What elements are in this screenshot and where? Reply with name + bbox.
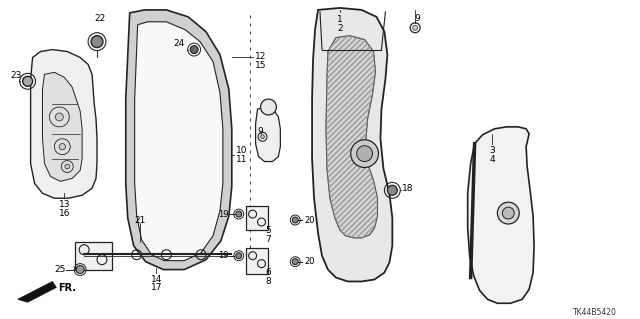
Polygon shape xyxy=(31,49,97,198)
Circle shape xyxy=(260,99,276,115)
Text: 14: 14 xyxy=(151,275,162,284)
Polygon shape xyxy=(468,127,534,303)
Polygon shape xyxy=(326,36,378,238)
Text: 24: 24 xyxy=(173,39,184,48)
Text: 22: 22 xyxy=(94,14,106,23)
Text: 2: 2 xyxy=(337,24,342,33)
Polygon shape xyxy=(134,22,223,261)
Circle shape xyxy=(76,266,84,274)
Text: 19: 19 xyxy=(218,210,229,219)
Text: 1: 1 xyxy=(337,15,342,24)
Circle shape xyxy=(502,207,515,219)
Text: 3: 3 xyxy=(490,146,495,155)
Text: 15: 15 xyxy=(255,61,266,70)
Text: FR.: FR. xyxy=(58,283,76,293)
Circle shape xyxy=(190,46,198,54)
Circle shape xyxy=(260,135,264,139)
Text: 8: 8 xyxy=(266,277,271,286)
Circle shape xyxy=(56,113,63,121)
Circle shape xyxy=(351,140,378,167)
Text: 4: 4 xyxy=(490,155,495,164)
Circle shape xyxy=(236,253,242,259)
Text: 18: 18 xyxy=(403,184,414,193)
Circle shape xyxy=(356,146,372,161)
Polygon shape xyxy=(246,248,268,274)
Polygon shape xyxy=(42,72,82,182)
Text: 19: 19 xyxy=(218,251,229,260)
Circle shape xyxy=(497,202,519,224)
Polygon shape xyxy=(75,242,112,270)
Polygon shape xyxy=(18,281,56,302)
Circle shape xyxy=(413,25,418,30)
Text: 20: 20 xyxy=(304,257,315,266)
Polygon shape xyxy=(255,107,280,161)
Text: 7: 7 xyxy=(266,235,271,244)
Text: TK44B5420: TK44B5420 xyxy=(573,308,618,317)
Text: 10: 10 xyxy=(236,146,247,155)
Polygon shape xyxy=(312,8,392,281)
Circle shape xyxy=(236,211,242,217)
Text: 9: 9 xyxy=(258,127,264,136)
Circle shape xyxy=(292,259,298,265)
Circle shape xyxy=(59,144,65,150)
Text: 12: 12 xyxy=(255,52,266,61)
Circle shape xyxy=(65,164,70,169)
Text: 16: 16 xyxy=(58,209,70,218)
Circle shape xyxy=(91,36,103,48)
Text: 5: 5 xyxy=(266,226,271,235)
Text: 17: 17 xyxy=(150,284,162,293)
Text: 23: 23 xyxy=(11,71,22,80)
Circle shape xyxy=(22,76,33,86)
Text: 6: 6 xyxy=(266,268,271,277)
Polygon shape xyxy=(125,10,232,270)
Text: 11: 11 xyxy=(236,155,247,164)
Text: 20: 20 xyxy=(304,216,315,225)
Polygon shape xyxy=(246,206,268,230)
Text: 13: 13 xyxy=(58,200,70,209)
Text: 21: 21 xyxy=(134,216,145,225)
Text: 9: 9 xyxy=(414,14,420,23)
Circle shape xyxy=(292,217,298,223)
Circle shape xyxy=(387,185,397,195)
Text: 25: 25 xyxy=(54,265,65,274)
